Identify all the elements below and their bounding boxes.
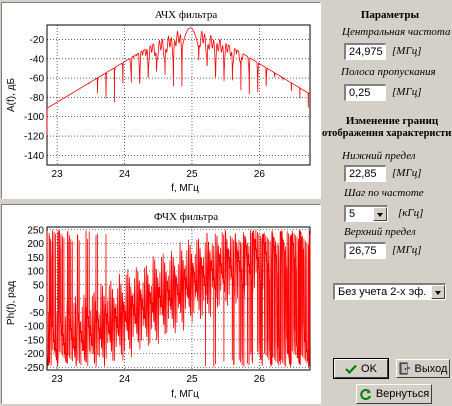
amplitude-plot-xlabel: f, МГц: [171, 183, 199, 194]
ok-button[interactable]: OK: [333, 358, 389, 379]
amplitude-x-tick-label: 24: [119, 169, 131, 180]
amplitude-plot-panel: АЧХ фильтра A(f), дБ f, МГц 23 24 25 26 -20 -…: [1, 2, 321, 199]
mode-select[interactable]: Без учета 2-х эф.: [333, 283, 446, 300]
amplitude-y-tick-label: -140: [24, 151, 44, 162]
door-exit-icon: [399, 362, 410, 375]
exit-button-label: Выход: [414, 362, 448, 375]
amplitude-y-tick-label: -40: [30, 54, 45, 65]
center-frequency-input[interactable]: 24,975: [344, 43, 386, 60]
range-header-line1: Изменение границ: [345, 115, 439, 127]
center-frequency-label: Центральная частота: [342, 26, 451, 38]
frequency-step-label: Шаг по частоте: [344, 187, 424, 199]
phase-x-tick-label: 23: [52, 374, 64, 385]
back-button[interactable]: Вернуться: [356, 384, 432, 404]
phase-y-tick-label: -100: [24, 322, 44, 333]
phase-plot: ФЧХ фильтра Ph(f), рад f, МГц 23 24 25 26 25…: [6, 211, 311, 400]
bandwidth-unit: [МГц]: [392, 86, 422, 98]
chevron-down-icon[interactable]: [373, 207, 387, 221]
chevron-down-icon[interactable]: [431, 285, 445, 299]
phase-x-tick-label: 25: [186, 374, 198, 385]
phase-plot-panel: ФЧХ фильтра Ph(f), рад f, МГц 23 24 25 26 25…: [1, 204, 321, 404]
phase-y-tick-label: 0: [38, 294, 44, 305]
phase-plot-title: ФЧХ фильтра: [154, 211, 218, 223]
bandwidth-input[interactable]: 0,25: [344, 84, 386, 101]
center-frequency-unit: [МГц]: [392, 45, 422, 57]
phase-x-tick-label: 24: [119, 374, 131, 385]
bandwidth-label: Полоса пропускания: [341, 66, 436, 78]
phase-y-tick-label: 150: [27, 253, 44, 264]
phase-y-tick-label: 100: [27, 267, 44, 278]
lower-limit-unit: [МГц]: [392, 167, 422, 179]
phase-y-tick-label: 250: [27, 225, 44, 236]
back-button-label: Вернуться: [375, 388, 430, 400]
amplitude-y-tick-label: -20: [30, 35, 45, 46]
range-header-line2: отображения характеристик: [322, 128, 452, 139]
phase-y-tick-label: 200: [27, 239, 44, 250]
phase-y-tick-label: -200: [24, 349, 44, 360]
amplitude-x-tick-label: 25: [186, 169, 198, 180]
checkmark-icon: [345, 364, 357, 374]
amplitude-x-tick-label: 23: [52, 169, 64, 180]
frequency-step-select[interactable]: 5: [344, 205, 388, 222]
amplitude-plot-ylabel: A(f), дБ: [6, 78, 17, 113]
upper-limit-unit: [МГц]: [392, 244, 422, 256]
amplitude-plot-title: АЧХ фильтра: [155, 9, 218, 21]
frequency-step-unit: [кГц]: [398, 207, 424, 219]
upper-limit-input[interactable]: 26,75: [344, 242, 386, 259]
phase-y-tick-label: 50: [33, 280, 45, 291]
phase-plot-ylabel: Ph(f), рад: [6, 281, 17, 325]
amplitude-y-tick-label: -100: [24, 112, 44, 123]
lower-limit-input[interactable]: 22,85: [344, 165, 386, 182]
frequency-step-value: 5: [349, 208, 356, 220]
phase-y-tick-label: -150: [24, 335, 44, 346]
lower-limit-label: Нижний предел: [342, 150, 416, 162]
ok-button-label: OK: [361, 362, 377, 375]
amplitude-series-line: [46, 27, 311, 136]
phase-y-tick-label: -50: [30, 308, 45, 319]
phase-plot-xlabel: f, МГц: [171, 389, 199, 400]
amplitude-x-tick-label: 26: [254, 169, 266, 180]
refresh-icon: [360, 388, 371, 400]
params-header: Параметры: [360, 9, 420, 21]
exit-button[interactable]: Выход: [396, 359, 450, 378]
amplitude-plot: АЧХ фильтра A(f), дБ f, МГц 23 24 25 26 -20 -…: [6, 9, 311, 194]
upper-limit-label: Верхний предел: [344, 226, 416, 238]
amplitude-y-tick-label: -80: [30, 93, 45, 104]
amplitude-y-tick-label: -120: [24, 132, 44, 143]
phase-y-tick-label: -250: [24, 363, 44, 374]
amplitude-y-tick-label: -60: [30, 74, 45, 85]
amplitude-plot-area: [46, 24, 311, 166]
mode-select-value: Без учета 2-х эф.: [338, 286, 427, 298]
phase-x-tick-label: 26: [254, 374, 266, 385]
